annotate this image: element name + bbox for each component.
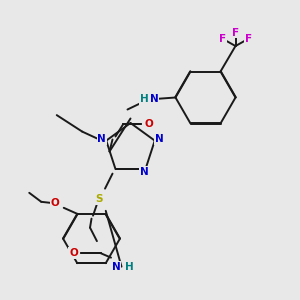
Text: S: S [95,194,103,204]
Text: N: N [98,134,106,144]
Text: F: F [244,34,252,44]
Text: N: N [112,262,121,272]
Text: N: N [149,94,158,104]
Text: H: H [124,262,134,272]
Text: O: O [144,119,153,130]
Text: O: O [69,248,78,258]
Text: N: N [155,134,164,144]
Text: F: F [219,34,226,44]
Text: F: F [232,28,239,38]
Text: O: O [50,198,59,208]
Text: H: H [140,94,148,104]
Text: N: N [140,167,148,177]
